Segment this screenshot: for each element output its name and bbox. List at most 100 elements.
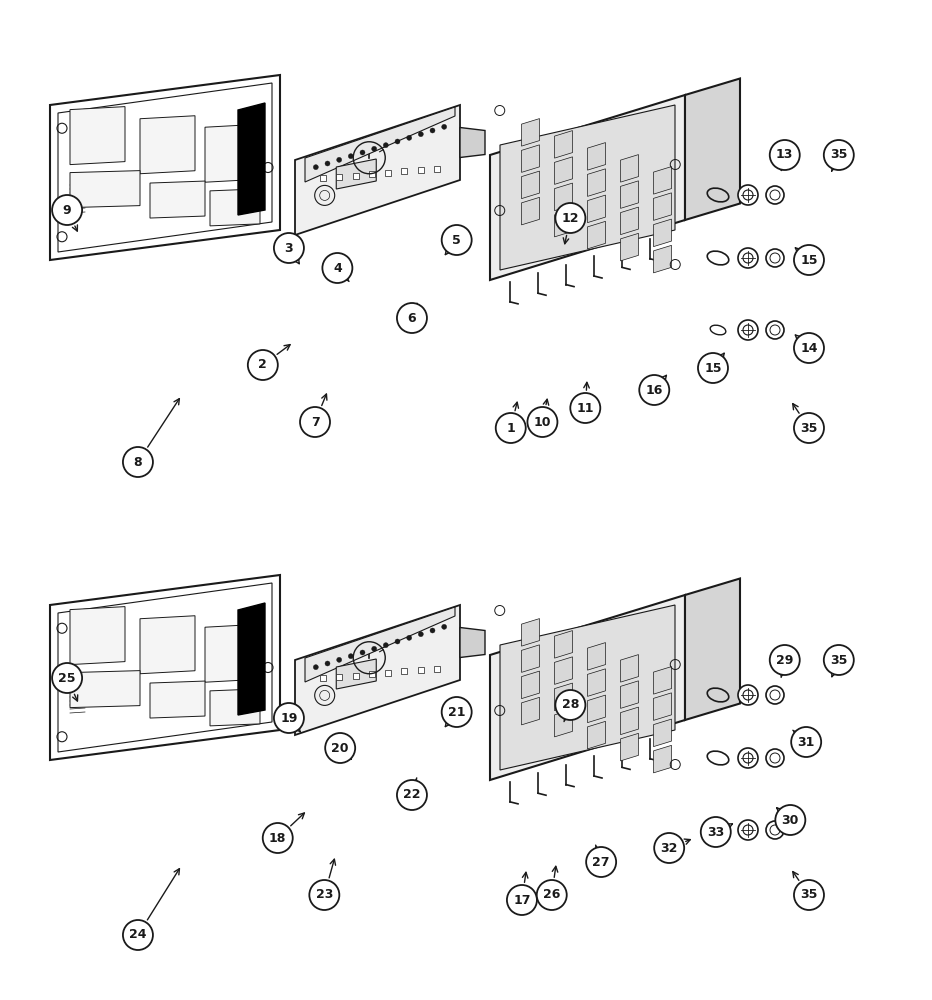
Circle shape <box>824 140 854 170</box>
Text: 35: 35 <box>801 888 817 902</box>
Polygon shape <box>58 83 272 252</box>
Polygon shape <box>653 219 671 247</box>
Polygon shape <box>685 578 740 720</box>
Circle shape <box>313 165 319 170</box>
Polygon shape <box>238 103 265 215</box>
Circle shape <box>555 203 585 233</box>
Polygon shape <box>621 207 638 235</box>
Polygon shape <box>140 616 195 674</box>
Circle shape <box>406 135 412 140</box>
Polygon shape <box>150 181 205 218</box>
Circle shape <box>372 146 377 151</box>
Circle shape <box>300 407 330 437</box>
Circle shape <box>313 665 319 670</box>
Polygon shape <box>205 624 260 682</box>
Polygon shape <box>621 681 638 708</box>
Circle shape <box>766 321 784 339</box>
Text: 5: 5 <box>452 233 461 246</box>
Text: 14: 14 <box>801 342 817 355</box>
Polygon shape <box>70 671 140 708</box>
Polygon shape <box>490 595 685 780</box>
Circle shape <box>336 157 342 162</box>
Circle shape <box>360 650 365 655</box>
Polygon shape <box>621 181 638 208</box>
Text: 28: 28 <box>562 698 579 712</box>
Polygon shape <box>587 643 606 670</box>
Polygon shape <box>320 175 326 181</box>
Polygon shape <box>460 127 485 157</box>
Polygon shape <box>653 245 671 273</box>
Circle shape <box>766 821 784 839</box>
Circle shape <box>395 639 400 644</box>
Polygon shape <box>336 159 377 189</box>
Circle shape <box>442 697 472 727</box>
Polygon shape <box>587 221 606 249</box>
Text: 7: 7 <box>310 416 320 428</box>
Circle shape <box>794 880 824 910</box>
Circle shape <box>570 393 600 423</box>
Polygon shape <box>369 171 375 177</box>
Text: 11: 11 <box>577 401 594 414</box>
Text: 21: 21 <box>448 706 465 718</box>
Text: 17: 17 <box>514 894 530 906</box>
Circle shape <box>274 233 304 263</box>
Polygon shape <box>50 575 280 760</box>
Polygon shape <box>522 145 540 172</box>
Circle shape <box>528 407 557 437</box>
Polygon shape <box>320 675 326 681</box>
Circle shape <box>824 645 854 675</box>
Circle shape <box>654 833 684 863</box>
Polygon shape <box>555 683 572 711</box>
Polygon shape <box>352 673 359 679</box>
Polygon shape <box>587 169 606 196</box>
Polygon shape <box>653 745 671 773</box>
Polygon shape <box>402 168 407 174</box>
Circle shape <box>123 920 153 950</box>
Polygon shape <box>555 131 572 158</box>
Polygon shape <box>460 628 485 658</box>
Circle shape <box>791 727 821 757</box>
Polygon shape <box>490 95 685 280</box>
Circle shape <box>701 817 731 847</box>
Circle shape <box>766 249 784 267</box>
Text: 20: 20 <box>332 742 349 754</box>
Circle shape <box>770 645 800 675</box>
Polygon shape <box>653 667 671 694</box>
Circle shape <box>397 303 427 333</box>
Polygon shape <box>653 693 671 720</box>
Polygon shape <box>418 167 424 173</box>
Circle shape <box>395 139 400 144</box>
Text: 32: 32 <box>661 842 678 854</box>
Circle shape <box>349 654 353 659</box>
Polygon shape <box>621 655 638 682</box>
Polygon shape <box>653 719 671 747</box>
Circle shape <box>248 350 278 380</box>
Circle shape <box>336 657 342 662</box>
Polygon shape <box>555 209 572 237</box>
Text: 13: 13 <box>776 148 793 161</box>
Polygon shape <box>402 668 407 674</box>
Polygon shape <box>210 689 260 726</box>
Polygon shape <box>555 657 572 684</box>
Circle shape <box>406 635 412 640</box>
Text: 35: 35 <box>801 422 817 434</box>
Polygon shape <box>385 670 391 676</box>
Circle shape <box>123 447 153 477</box>
Circle shape <box>738 185 758 205</box>
Polygon shape <box>621 233 638 261</box>
Polygon shape <box>352 173 359 179</box>
Circle shape <box>430 628 435 633</box>
Polygon shape <box>305 607 455 682</box>
Text: 19: 19 <box>281 712 297 724</box>
Polygon shape <box>522 171 540 199</box>
Polygon shape <box>70 107 125 165</box>
Text: 31: 31 <box>798 736 815 748</box>
Polygon shape <box>587 695 606 723</box>
Text: 4: 4 <box>333 261 342 274</box>
Text: 27: 27 <box>593 856 610 868</box>
Polygon shape <box>150 681 205 718</box>
Polygon shape <box>555 157 572 184</box>
Circle shape <box>383 143 389 148</box>
Polygon shape <box>70 607 125 665</box>
Polygon shape <box>500 105 675 270</box>
